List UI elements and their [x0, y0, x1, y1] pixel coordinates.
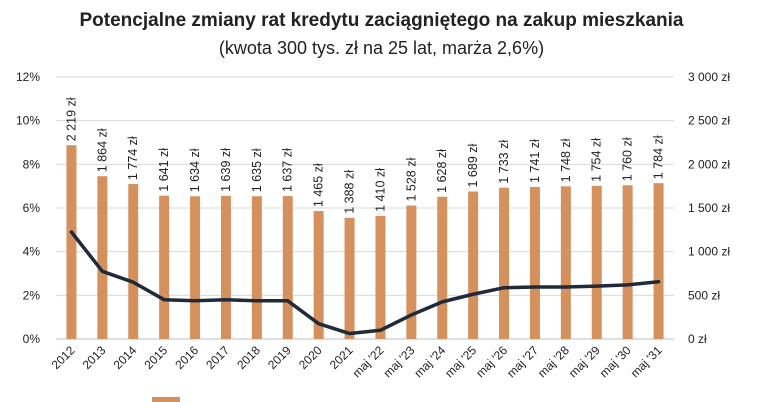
legend	[152, 397, 180, 402]
bar-value-label: 2 219 zł	[64, 97, 78, 141]
x-tick-label: maj '24	[411, 343, 448, 380]
right-tick-label: 500 zł	[688, 288, 720, 302]
chart-subtitle: (kwota 300 tys. zł na 25 lat, marża 2,6%…	[218, 38, 545, 58]
bar-value-label: 1 689 zł	[466, 143, 480, 187]
left-tick-label: 10%	[16, 114, 40, 128]
bar	[622, 185, 633, 339]
bar-value-label: 1 774 zł	[126, 136, 140, 180]
bar	[313, 211, 324, 339]
bar-value-label: 1 754 zł	[590, 138, 604, 182]
bar	[220, 195, 231, 339]
rate-line	[69, 230, 661, 336]
bars	[66, 145, 664, 339]
x-tick-label: maj '30	[597, 343, 634, 380]
left-tick-label: 0%	[23, 332, 41, 346]
bar	[190, 196, 201, 339]
bar-value-label: 1 748 zł	[559, 138, 573, 182]
x-tick-label: maj '26	[473, 343, 510, 380]
left-tick-label: 12%	[16, 70, 40, 84]
x-tick-label: 2013	[80, 343, 109, 372]
bar	[653, 183, 664, 339]
x-tick-label: maj '23	[380, 343, 417, 380]
bar	[66, 145, 77, 339]
bar-value-label: 1 634 zł	[188, 148, 202, 192]
right-tick-label: 2 500 zł	[688, 114, 730, 128]
bar-value-label: 1 635 zł	[250, 148, 264, 192]
x-tick-label: maj '29	[566, 343, 603, 380]
x-tick-label: 2019	[265, 343, 294, 372]
gridlines	[56, 76, 674, 340]
bar	[97, 176, 108, 339]
left-tick-label: 6%	[23, 201, 41, 215]
x-tick-label: 2012	[49, 343, 78, 372]
x-tick-label: maj '27	[504, 343, 541, 380]
bar-value-label: 1 465 zł	[312, 163, 326, 207]
bar	[375, 215, 386, 339]
bar	[499, 187, 510, 339]
x-tick-label: maj '28	[535, 343, 572, 380]
x-tick-label: 2016	[172, 343, 201, 372]
right-tick-label: 3 000 zł	[688, 70, 730, 84]
x-tick-label: 2018	[234, 343, 263, 372]
bar-value-label: 1 760 zł	[621, 137, 635, 181]
right-tick-label: 2 000 zł	[688, 157, 730, 171]
bar	[344, 217, 355, 339]
bar	[128, 184, 139, 339]
x-tick-label: 2020	[296, 343, 325, 372]
data-labels: 2 219 zł 1 864 zł 1 774 zł 1 641 zł 1 634 zł…	[64, 97, 665, 214]
bar	[159, 195, 170, 339]
chart-title: Potencjalne zmiany rat kredytu zaciągnię…	[79, 10, 684, 31]
legend-swatch-bars	[152, 397, 180, 402]
bar	[437, 196, 448, 339]
right-tick-label: 0 zł	[688, 332, 707, 346]
bar-value-label: 1 628 zł	[435, 149, 449, 193]
bar	[591, 185, 602, 339]
left-tick-label: 2%	[23, 288, 41, 302]
x-tick-label: maj '25	[442, 343, 479, 380]
bar-value-label: 1 741 zł	[528, 139, 542, 183]
bar-value-label: 1 733 zł	[497, 140, 511, 184]
bar-value-label: 1 641 zł	[157, 148, 171, 192]
x-tick-label: maj '31	[628, 343, 665, 380]
x-tick-label: 2014	[111, 343, 140, 372]
bar-value-label: 1 388 zł	[343, 170, 357, 214]
bar-value-label: 1 784 zł	[652, 135, 666, 179]
bar	[406, 205, 417, 339]
right-tick-label: 1 500 zł	[688, 201, 730, 215]
bar	[468, 191, 479, 339]
bar-value-label: 1 639 zł	[219, 148, 233, 192]
bar-value-label: 1 528 zł	[404, 158, 418, 202]
x-tick-label: 2015	[141, 343, 170, 372]
bar-value-label: 1 410 zł	[373, 168, 387, 212]
left-tick-label: 4%	[23, 245, 41, 259]
left-tick-label: 8%	[23, 157, 41, 171]
x-tick-label: 2017	[203, 343, 232, 372]
bar-value-label: 1 864 zł	[95, 128, 109, 172]
bar	[529, 186, 540, 339]
bar	[251, 196, 262, 339]
bar	[560, 186, 571, 339]
bar	[282, 196, 293, 339]
rate-line-path	[69, 230, 661, 336]
bar-value-label: 1 637 zł	[281, 148, 295, 192]
right-tick-label: 1 000 zł	[688, 245, 730, 259]
x-tick-label: maj '22	[350, 343, 387, 380]
